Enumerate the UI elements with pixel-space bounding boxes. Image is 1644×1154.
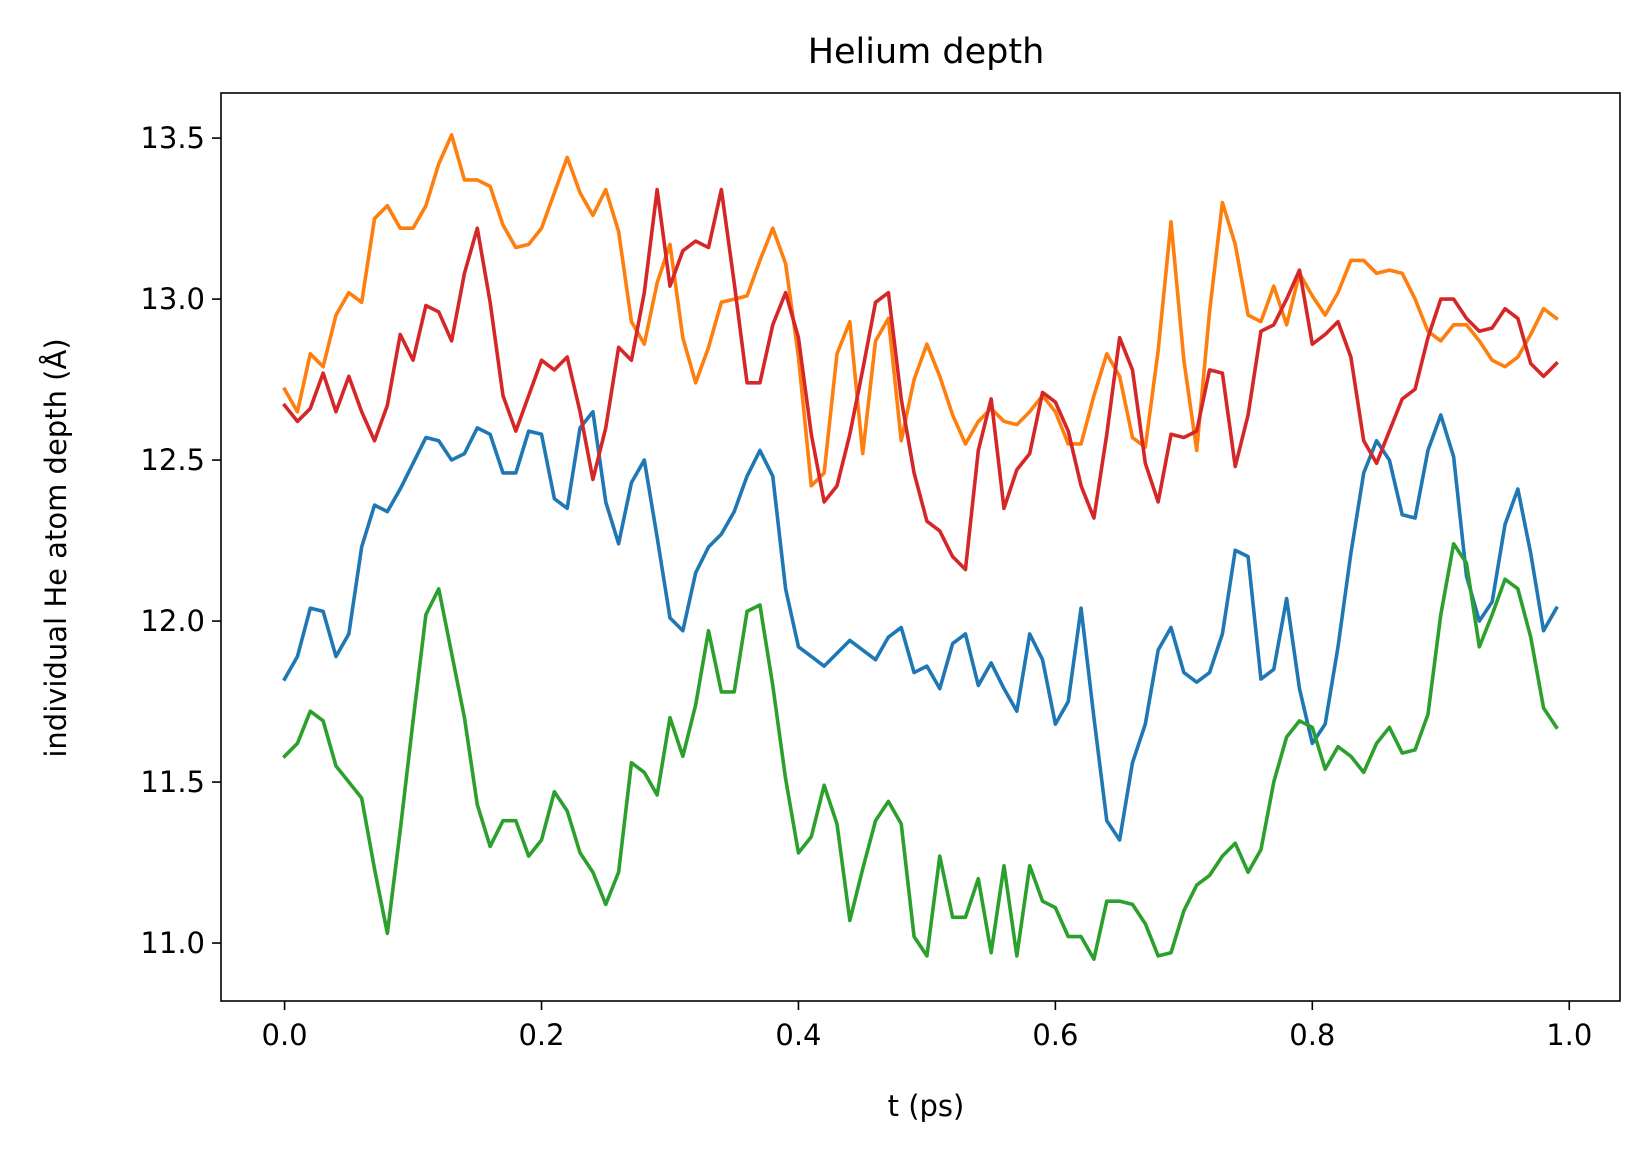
x-tick-label: 0.4 [775,1018,821,1052]
x-tick-label: 1.0 [1546,1018,1592,1052]
x-tick-label: 0.6 [1032,1018,1078,1052]
x-axis-ticks: 0.0 0.2 0.4 0.6 0.8 1.0 [262,1001,1592,1052]
series-line-3 [282,541,1559,961]
y-tick-label: 12.5 [140,443,205,477]
series-line-4 [282,187,1559,572]
plot-frame [220,92,1621,1002]
y-axis-label: individual He atom depth (Å) [39,338,73,757]
y-tick-label: 11.0 [140,926,205,960]
chart-title: Helium depth [808,32,1045,72]
series-layer [282,133,1559,961]
x-tick-label: 0.8 [1289,1018,1335,1052]
y-tick-label: 13.5 [140,121,205,155]
y-tick-label: 13.0 [140,282,205,316]
series-line-1 [282,409,1559,842]
y-axis-ticks: 11.0 11.5 12.0 12.5 13.0 13.5 [140,121,221,960]
y-tick-label: 11.5 [140,765,205,799]
series-line-2 [282,133,1559,488]
x-tick-label: 0.0 [262,1018,308,1052]
x-axis-label: t (ps) [888,1089,965,1123]
y-tick-label: 12.0 [140,604,205,638]
x-tick-label: 0.2 [518,1018,564,1052]
